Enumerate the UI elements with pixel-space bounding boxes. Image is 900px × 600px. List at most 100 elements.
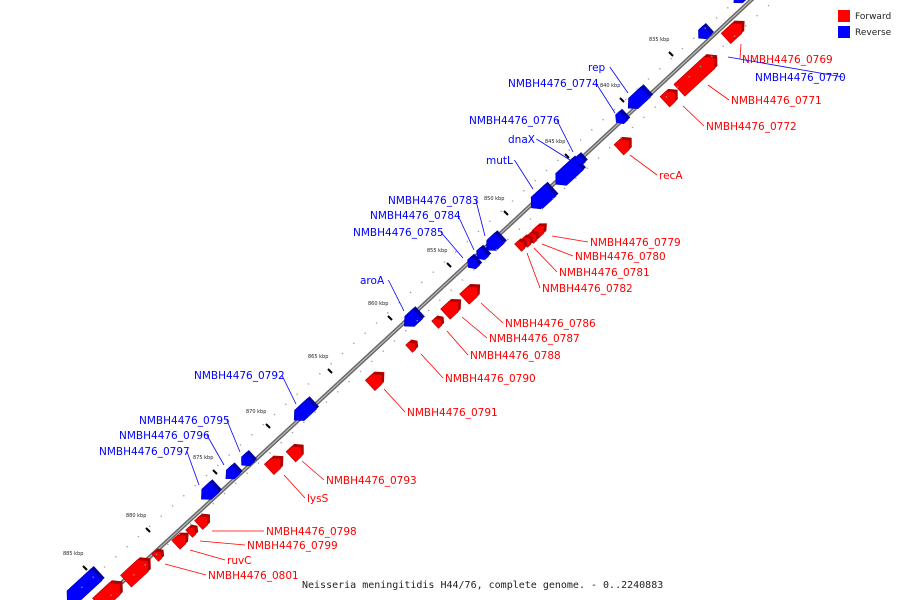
forward-gene-label[interactable]: NMBH4476_0798	[266, 526, 357, 538]
reverse-gene-label[interactable]: NMBH4476_0792	[194, 370, 285, 382]
tick-mark	[265, 423, 271, 429]
leader-line	[707, 84, 730, 101]
minor-tick	[341, 352, 344, 355]
reverse-gene-block[interactable]	[530, 181, 559, 210]
minor-tick	[398, 301, 401, 304]
forward-gene-block[interactable]	[364, 371, 385, 391]
forward-gene-label[interactable]: NMBH4476_0801	[208, 570, 299, 582]
minor-tick	[189, 523, 192, 525]
minor-tick	[200, 512, 203, 515]
reverse-gene-label[interactable]: mutL	[486, 155, 513, 167]
forward-gene-label[interactable]: recA	[659, 170, 683, 182]
minor-tick	[518, 228, 521, 231]
minor-tick	[756, 14, 759, 17]
reverse-gene-label[interactable]: aroA	[360, 275, 385, 287]
reverse-gene-block[interactable]	[615, 108, 631, 125]
minor-tick	[92, 576, 95, 579]
forward-gene-block[interactable]	[431, 315, 445, 329]
reverse-gene-block[interactable]	[66, 566, 105, 600]
minor-tick	[534, 179, 537, 182]
forward-gene-label[interactable]: NMBH4476_0780	[575, 251, 666, 263]
leader-line	[189, 549, 226, 561]
leader-line	[420, 353, 444, 379]
reverse-gene-block[interactable]	[467, 253, 483, 270]
forward-gene-block[interactable]	[263, 455, 284, 475]
leader-line	[186, 450, 200, 486]
reverse-gene-block[interactable]	[225, 462, 243, 480]
tick-mark	[619, 97, 625, 103]
reverse-gene-block[interactable]	[733, 0, 751, 4]
forward-gene-block[interactable]	[405, 339, 419, 353]
forward-gene-block[interactable]	[659, 88, 678, 108]
forward-gene-label[interactable]: NMBH4476_0791	[407, 407, 498, 419]
reverse-gene-label[interactable]: NMBH4476_0774	[508, 78, 599, 90]
reverse-gene-label[interactable]: NMBH4476_0785	[353, 227, 444, 239]
reverse-gene-label[interactable]: NMBH4476_0770	[755, 72, 846, 84]
leader-line	[595, 82, 616, 114]
forward-gene-label[interactable]: NMBH4476_0790	[445, 373, 536, 385]
reverse-gene-block[interactable]	[476, 244, 492, 261]
leader-line	[609, 66, 629, 94]
forward-gene-block[interactable]	[285, 443, 304, 463]
minor-tick	[359, 370, 362, 373]
reverse-gene-block[interactable]	[241, 450, 257, 467]
forward-gene-label[interactable]: NMBH4476_0788	[470, 350, 561, 362]
forward-gene-label[interactable]: NMBH4476_0787	[489, 333, 580, 345]
minor-tick	[166, 543, 169, 546]
forward-gene-block[interactable]	[720, 20, 745, 45]
reverse-gene-block[interactable]	[404, 306, 425, 327]
minor-tick	[178, 533, 181, 536]
minor-tick	[642, 116, 645, 119]
reverse-gene-label[interactable]: rep	[588, 62, 606, 74]
forward-gene-label[interactable]: NMBH4476_0769	[742, 54, 833, 66]
reverse-gene-label[interactable]: dnaX	[508, 134, 535, 146]
reverse-gene-label[interactable]: NMBH4476_0783	[388, 195, 479, 207]
minor-tick	[420, 281, 423, 284]
leader-line	[226, 419, 241, 453]
forward-gene-label[interactable]: NMBH4476_0793	[326, 475, 417, 487]
forward-gene-block[interactable]	[440, 298, 462, 320]
forward-gene-label[interactable]: NMBH4476_0799	[247, 540, 338, 552]
forward-gene-block[interactable]	[171, 532, 189, 550]
reverse-gene-label[interactable]: NMBH4476_0797	[99, 446, 190, 458]
minor-tick	[228, 454, 231, 457]
forward-gene-block[interactable]	[120, 557, 151, 588]
forward-gene-block[interactable]	[194, 513, 211, 530]
reverse-gene-block[interactable]	[574, 152, 588, 166]
tick-label: 870 kbp	[246, 409, 266, 415]
reverse-gene-block[interactable]	[293, 396, 320, 421]
reverse-gene-label[interactable]: NMBH4476_0796	[119, 430, 210, 442]
tick-mark	[668, 51, 674, 57]
forward-gene-block[interactable]	[151, 548, 165, 562]
leader-line	[457, 214, 475, 251]
leader-line	[446, 330, 469, 356]
forward-gene-label[interactable]: NMBH4476_0779	[590, 237, 681, 249]
forward-gene-label[interactable]: NMBH4476_0782	[542, 283, 633, 295]
leader-line	[739, 43, 742, 60]
forward-gene-block[interactable]	[92, 580, 123, 600]
reverse-gene-label[interactable]: NMBH4476_0784	[370, 210, 461, 222]
forward-gene-label[interactable]: ruvC	[227, 555, 252, 567]
forward-gene-label[interactable]: NMBH4476_0772	[706, 121, 797, 133]
forward-gene-block[interactable]	[514, 238, 528, 252]
forward-gene-block[interactable]	[185, 524, 199, 538]
forward-gene-block[interactable]	[673, 54, 718, 97]
reverse-gene-block[interactable]	[627, 84, 654, 109]
genome-backbone	[99, 0, 755, 600]
tick-label: 850 kbp	[484, 196, 504, 202]
forward-gene-label[interactable]: NMBH4476_0786	[505, 318, 596, 330]
minor-tick	[495, 248, 498, 251]
reverse-gene-label[interactable]: NMBH4476_0776	[469, 115, 560, 127]
reverse-gene-label[interactable]: NMBH4476_0795	[139, 415, 230, 427]
tick-mark	[564, 153, 570, 159]
forward-gene-label[interactable]: NMBH4476_0771	[731, 95, 822, 107]
reverse-gene-block[interactable]	[486, 230, 507, 251]
reverse-gene-block[interactable]	[698, 23, 714, 40]
reverse-gene-block[interactable]	[201, 479, 222, 500]
forward-gene-label[interactable]: NMBH4476_0781	[559, 267, 650, 279]
forward-gene-block[interactable]	[459, 283, 481, 305]
minor-tick	[590, 128, 593, 131]
forward-gene-block[interactable]	[613, 136, 632, 156]
forward-gene-label[interactable]: lysS	[307, 493, 329, 505]
tick-mark	[446, 262, 452, 268]
